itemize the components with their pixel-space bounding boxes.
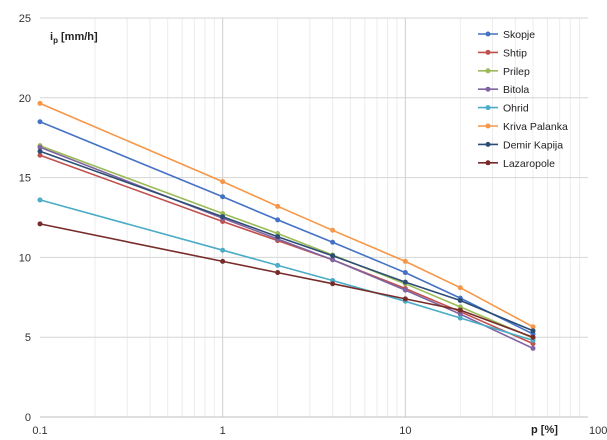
y-tick-label: 0 [25, 412, 31, 424]
data-point-lazaropole [530, 334, 536, 340]
series-group [37, 100, 536, 351]
legend-label: Shtip [503, 47, 527, 59]
legend-swatch-marker [485, 160, 491, 166]
legend-swatch-marker [485, 68, 491, 74]
legend-swatch-marker [485, 49, 491, 55]
data-point-lazaropole [37, 221, 43, 227]
legend-swatch-marker [485, 123, 491, 129]
data-point-kriva-palanka [330, 227, 336, 233]
data-point-ohrid [275, 262, 281, 268]
data-point-skopje [330, 239, 336, 245]
y-tick-label: 20 [19, 93, 31, 105]
data-point-demir-kapija [220, 214, 226, 220]
legend-label: Prilep [503, 66, 530, 78]
legend-label: Skopje [503, 29, 535, 41]
data-point-skopje [402, 270, 408, 276]
legend-label: Lazaropole [503, 158, 555, 170]
y-axis-title-unit: [mm/h] [58, 31, 98, 43]
y-tick-label: 15 [19, 173, 31, 185]
x-tick-label: 1 [220, 425, 226, 437]
y-axis-title: ip [mm/h] [50, 31, 98, 45]
legend-swatch-marker [485, 31, 491, 37]
data-point-lazaropole [275, 270, 281, 276]
data-point-kriva-palanka [37, 100, 43, 106]
legend-label: Ohrid [503, 103, 529, 115]
x-axis-ticks: 0.1 1 10 100 [32, 425, 607, 437]
data-point-ohrid [37, 197, 43, 203]
x-tick-label: 10 [399, 425, 411, 437]
data-point-skopje [275, 217, 281, 223]
data-point-demir-kapija [530, 328, 536, 334]
legend-label: Kriva Palanka [503, 121, 568, 133]
data-point-lazaropole [330, 281, 336, 287]
legend-item-skopje: Skopje [478, 29, 535, 41]
data-point-bitola [530, 345, 536, 351]
data-point-kriva-palanka [220, 179, 226, 185]
data-point-skopje [37, 119, 43, 125]
x-axis-title: p [%] [531, 424, 558, 436]
data-point-kriva-palanka [275, 203, 281, 209]
legend-swatch-marker [485, 86, 491, 92]
data-point-demir-kapija [275, 234, 281, 240]
data-point-demir-kapija [457, 297, 463, 303]
data-point-demir-kapija [402, 279, 408, 285]
x-tick-label: 100 [589, 425, 607, 437]
legend-item-demir-kapija: Demir Kapija [478, 139, 563, 151]
data-point-ohrid [457, 315, 463, 321]
y-tick-label: 10 [19, 252, 31, 264]
legend-label: Demir Kapija [503, 139, 563, 151]
x-tick-label: 0.1 [32, 425, 47, 437]
data-point-bitola [402, 287, 408, 293]
data-point-kriva-palanka [402, 258, 408, 264]
legend-item-prilep: Prilep [478, 66, 530, 78]
data-point-ohrid [220, 247, 226, 253]
data-point-lazaropole [402, 296, 408, 302]
data-point-kriva-palanka [530, 324, 536, 330]
y-axis-title-subscript: p [53, 36, 58, 45]
data-point-shtip [37, 152, 43, 158]
legend-item-shtip: Shtip [478, 47, 527, 59]
data-point-bitola [37, 144, 43, 150]
legend: Skopje Shtip Prilep Bitola Ohrid Kriva Palank… [478, 29, 568, 170]
data-point-lazaropole [457, 307, 463, 313]
legend-item-kriva-palanka: Kriva Palanka [478, 121, 568, 133]
y-tick-label: 5 [25, 332, 31, 344]
data-point-kriva-palanka [457, 285, 463, 291]
data-point-demir-kapija [37, 148, 43, 154]
legend-swatch-marker [485, 105, 491, 111]
legend-item-ohrid: Ohrid [478, 103, 529, 115]
data-point-bitola [330, 257, 336, 263]
legend-label: Bitola [503, 84, 529, 96]
legend-swatch-marker [485, 141, 491, 147]
data-point-bitola [457, 311, 463, 317]
y-tick-label: 25 [19, 13, 31, 25]
data-point-demir-kapija [330, 253, 336, 259]
data-point-lazaropole [220, 258, 226, 264]
y-axis-title-main: i [50, 31, 53, 43]
legend-item-bitola: Bitola [478, 84, 529, 96]
data-point-skopje [220, 194, 226, 200]
y-axis-ticks: 0 5 10 15 20 25 [19, 13, 31, 424]
legend-item-lazaropole: Lazaropole [478, 158, 555, 170]
